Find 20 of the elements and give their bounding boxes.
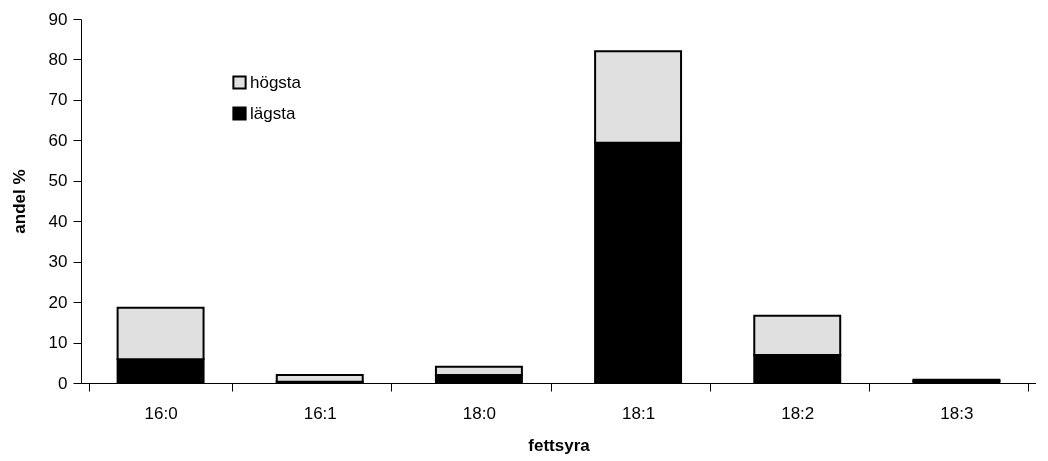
- y-tick-label: 90: [48, 9, 68, 29]
- y-tick-label: 0: [58, 373, 68, 393]
- x-tick-label: 16:0: [144, 403, 178, 423]
- y-tick-label: 40: [48, 211, 68, 231]
- y-tick-label: 30: [48, 252, 68, 272]
- y-tick-label: 70: [48, 90, 68, 110]
- x-tick-label: 18:0: [462, 403, 496, 423]
- y-tick-label: 60: [48, 130, 68, 150]
- y-tick-label: 10: [48, 333, 68, 353]
- y-tick-label: 20: [48, 292, 68, 312]
- x-tick-label: 16:1: [303, 403, 337, 423]
- y-axis-title: andel %: [9, 169, 29, 234]
- y-tick-label: 80: [48, 49, 68, 69]
- legend-label: lägsta: [250, 103, 296, 123]
- x-tick-label: 18:2: [781, 403, 815, 423]
- x-axis-title: fettsyra: [528, 435, 591, 455]
- x-tick-label: 18:1: [622, 403, 656, 423]
- y-tick-label: 50: [48, 171, 68, 191]
- legend-label: högsta: [250, 72, 302, 92]
- x-tick-label: 18:3: [940, 403, 974, 423]
